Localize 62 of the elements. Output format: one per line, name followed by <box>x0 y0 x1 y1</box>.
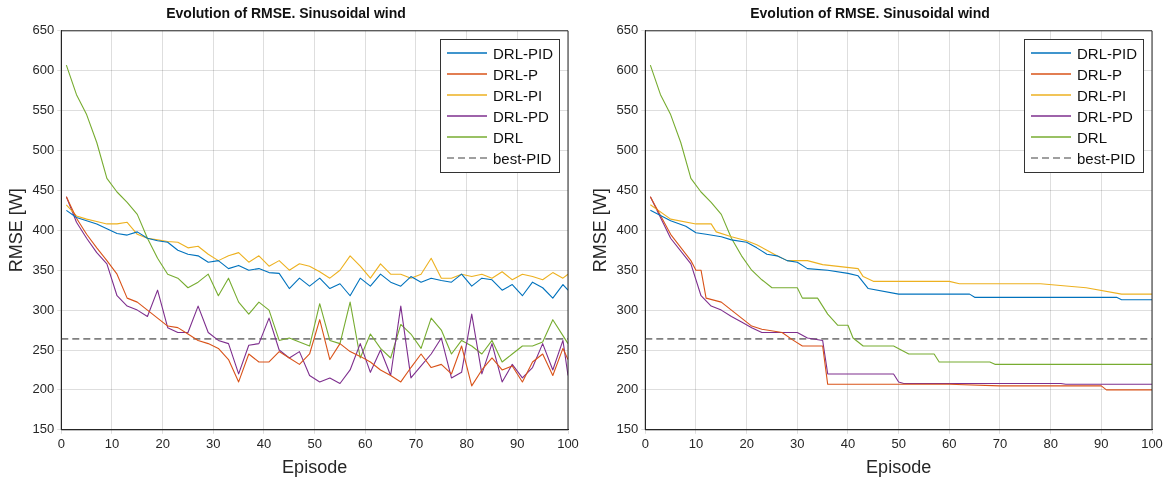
y-tick-label: 350 <box>616 261 639 277</box>
legend-label: DRL-PID <box>492 44 553 62</box>
y-tick-label: 450 <box>32 181 55 197</box>
x-tick-label: 100 <box>1141 436 1163 452</box>
y-tick-label: 650 <box>32 22 55 38</box>
legend-label: DRL-PI <box>492 86 543 104</box>
x-tick-label: 90 <box>510 436 525 452</box>
y-axis-title: RMSE [W] <box>589 188 610 273</box>
x-tick-label: 70 <box>992 436 1008 452</box>
legend-label: DRL <box>1076 128 1107 146</box>
y-tick-label: 450 <box>616 181 639 197</box>
x-axis-title: Episode <box>866 457 932 478</box>
x-tick-label: 40 <box>840 436 856 452</box>
y-tick-label: 400 <box>616 221 639 237</box>
y-tick-label: 150 <box>616 421 639 437</box>
y-tick-label: 150 <box>32 421 55 437</box>
chart-title: Evolution of RMSE. Sinusoidal wind <box>750 5 990 22</box>
y-tick-label: 300 <box>616 301 639 317</box>
x-tick-label: 0 <box>57 436 65 452</box>
legend-label: DRL-PI <box>1076 86 1127 104</box>
legend-label: best-PID <box>492 149 552 167</box>
x-tick-label: 20 <box>155 436 170 452</box>
y-tick-label: 650 <box>616 22 639 38</box>
x-axis-title: Episode <box>282 457 348 478</box>
x-tick-label: 50 <box>307 436 322 452</box>
legend-label: DRL-P <box>1076 65 1122 83</box>
x-tick-label: 10 <box>688 436 704 452</box>
legend-label: best-PID <box>1076 149 1136 167</box>
legend-label: DRL-P <box>492 65 538 83</box>
y-tick-label: 600 <box>32 62 55 78</box>
x-tick-label: 30 <box>790 436 805 452</box>
y-tick-label: 350 <box>32 261 55 277</box>
x-tick-label: 100 <box>557 436 579 452</box>
x-tick-label: 80 <box>459 436 474 452</box>
x-tick-label: 30 <box>206 436 221 452</box>
legend-label: DRL-PD <box>492 107 549 125</box>
legend-label: DRL <box>492 128 523 146</box>
y-tick-label: 200 <box>616 381 639 397</box>
y-tick-label: 550 <box>616 102 639 118</box>
x-tick-label: 70 <box>408 436 424 452</box>
x-tick-label: 40 <box>256 436 272 452</box>
y-tick-label: 250 <box>616 341 639 357</box>
y-tick-label: 400 <box>32 221 55 237</box>
y-tick-label: 500 <box>32 142 55 158</box>
x-tick-label: 60 <box>942 436 957 452</box>
y-axis-title: RMSE [W] <box>5 188 26 273</box>
y-tick-label: 200 <box>32 381 55 397</box>
x-tick-label: 0 <box>641 436 649 452</box>
y-tick-label: 300 <box>32 301 55 317</box>
x-tick-label: 80 <box>1043 436 1058 452</box>
y-tick-label: 250 <box>32 341 55 357</box>
y-tick-label: 550 <box>32 102 55 118</box>
x-tick-label: 20 <box>739 436 754 452</box>
y-tick-label: 600 <box>616 62 639 78</box>
chart-title: Evolution of RMSE. Sinusoidal wind <box>166 5 406 22</box>
legend-label: DRL-PID <box>1076 44 1137 62</box>
x-tick-label: 90 <box>1094 436 1109 452</box>
y-tick-label: 500 <box>616 142 639 158</box>
x-tick-label: 50 <box>891 436 906 452</box>
x-tick-label: 60 <box>358 436 373 452</box>
legend-label: DRL-PD <box>1076 107 1133 125</box>
x-tick-label: 10 <box>104 436 120 452</box>
